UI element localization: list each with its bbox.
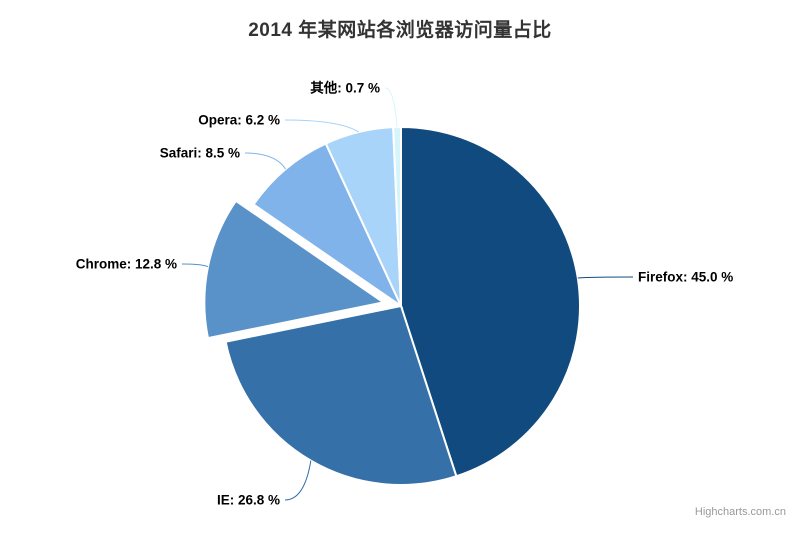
label-connector-chrome (181, 263, 209, 268)
data-label-other: 其他: 0.7 % (310, 80, 380, 96)
label-connector-opera (284, 119, 359, 133)
label-connector-other (384, 87, 398, 128)
pie-slice-safari[interactable] (252, 142, 404, 309)
chart-title: 2014 年某网站各浏览器访问量占比 (248, 20, 552, 41)
label-connector-ie (284, 460, 312, 501)
pie-slice-ie[interactable] (224, 304, 458, 486)
label-connector-safari (244, 152, 287, 170)
data-label-firefox: Firefox: 45.0 % (638, 270, 733, 285)
data-label-opera: Opera: 6.2 % (198, 113, 280, 128)
pie-slice-chrome[interactable] (203, 199, 386, 340)
pie-slice-firefox[interactable] (400, 125, 581, 478)
credits-link[interactable]: Highcharts.com.cn (694, 506, 786, 518)
label-connector-firefox (577, 276, 634, 279)
data-label-ie: IE: 26.8 % (217, 493, 280, 508)
data-label-chrome: Chrome: 12.8 % (76, 257, 177, 272)
data-label-safari: Safari: 8.5 % (160, 146, 240, 161)
